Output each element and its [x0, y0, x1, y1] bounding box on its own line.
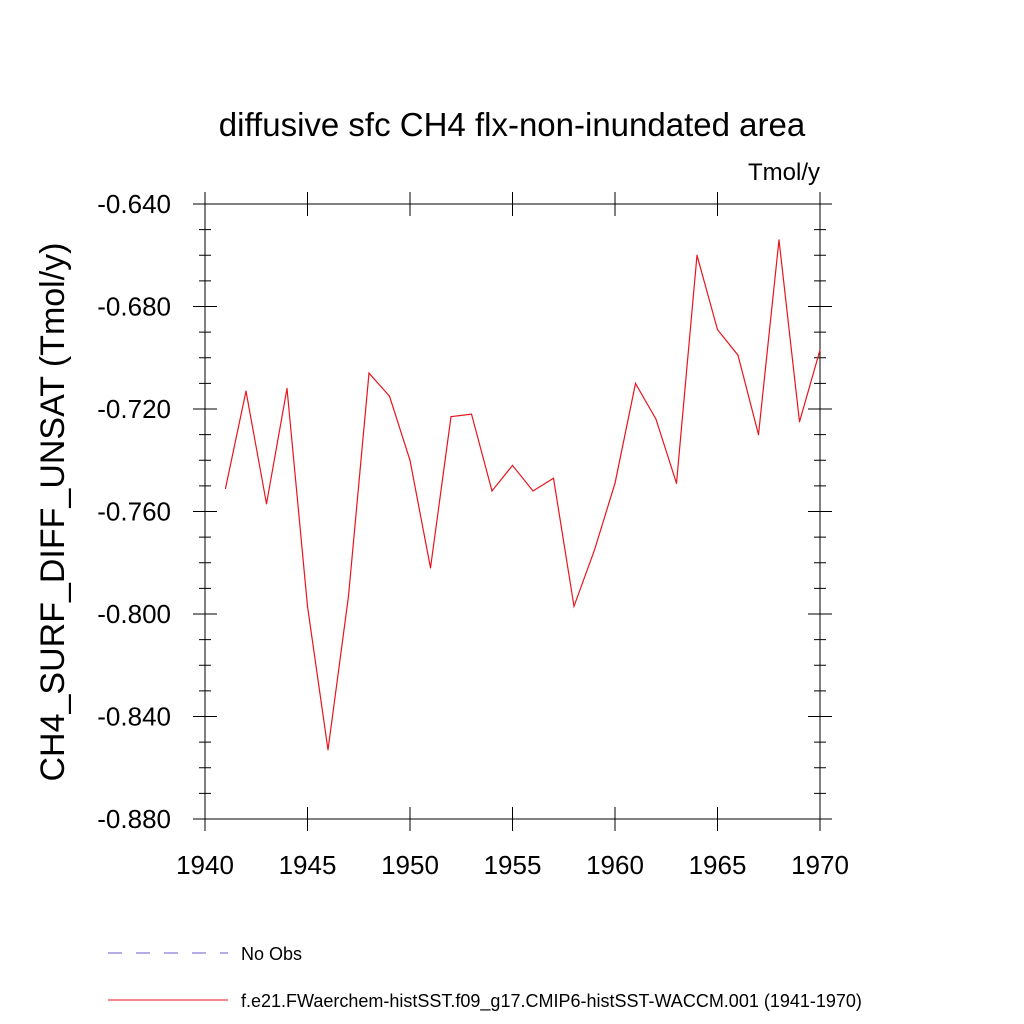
data-point: [245, 390, 247, 392]
data-point: [675, 482, 678, 484]
x-tick-label: 1940: [176, 850, 234, 880]
data-point: [388, 395, 391, 397]
data-point: [798, 421, 801, 423]
units-label: Tmol/y: [748, 159, 820, 186]
data-point: [511, 464, 514, 466]
data-point: [368, 372, 370, 374]
data-point: [347, 595, 350, 597]
data-point: [286, 387, 288, 390]
y-tick-label: -0.720: [97, 394, 171, 424]
y-tick-label: -0.640: [97, 189, 171, 219]
data-point: [306, 605, 309, 607]
x-axis-ticks: 1940 1945 1950 1955 1960 1965 1970: [176, 192, 849, 880]
data-point: [655, 418, 657, 420]
data-point: [614, 482, 616, 484]
data-point: [573, 605, 575, 607]
data-point: [696, 254, 698, 256]
data-point: [819, 349, 821, 351]
x-tick-label: 1960: [586, 850, 644, 880]
y-axis-label: CH4_SURF_DIFF_UNSAT (Tmol/y): [34, 242, 72, 781]
data-point: [470, 413, 473, 415]
x-tick-label: 1965: [689, 850, 747, 880]
y-tick-label: -0.880: [97, 804, 171, 834]
legend: No Obs f.e21.FWaerchem-histSST.f09_g17.CM…: [108, 944, 862, 1012]
data-point: [224, 487, 227, 490]
x-tick-label: 1950: [381, 850, 439, 880]
x-tick-label: 1970: [791, 850, 849, 880]
data-point: [532, 490, 534, 492]
x-tick-label: 1945: [279, 850, 337, 880]
data-point: [429, 567, 432, 569]
y-axis-ticks: -0.640 -0.680 -0.720 -0.760 -0.800 -0.840 -0.8…: [97, 189, 832, 834]
series-line: [224, 239, 821, 750]
data-point: [409, 459, 411, 461]
legend-label: No Obs: [241, 944, 302, 964]
x-tick-label: 1955: [484, 850, 542, 880]
data-point: [737, 354, 739, 356]
data-point: [778, 239, 780, 241]
data-point: [757, 434, 760, 436]
data-point: [716, 328, 719, 331]
data-point: [491, 490, 493, 492]
data-point: [327, 749, 329, 751]
data-point: [593, 549, 596, 551]
y-tick-label: -0.840: [97, 702, 171, 732]
plot-axes: [204, 203, 821, 820]
chart-title: diffusive sfc CH4 flx-non-inundated area: [219, 106, 806, 143]
y-tick-label: -0.680: [97, 292, 171, 322]
data-point: [552, 477, 555, 479]
plot-frame: [204, 203, 821, 820]
data-point: [265, 503, 268, 505]
data-point: [450, 416, 452, 418]
y-tick-label: -0.760: [97, 497, 171, 527]
series-group: [224, 239, 821, 751]
legend-label: f.e21.FWaerchem-histSST.f09_g17.CMIP6-hi…: [241, 991, 862, 1012]
y-tick-label: -0.800: [97, 599, 171, 629]
data-point: [634, 382, 637, 384]
